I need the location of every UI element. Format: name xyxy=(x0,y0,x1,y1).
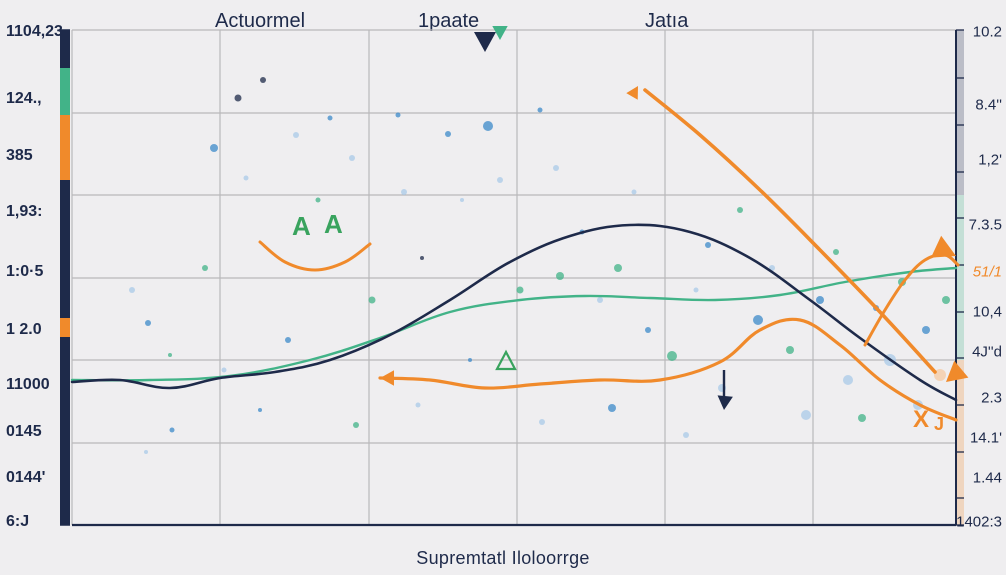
scatter-points xyxy=(129,77,950,454)
y-right-tick-6: 4J''d xyxy=(972,344,1002,361)
y-right-tick-8: 14.1' xyxy=(970,430,1002,447)
marker-label-3: X xyxy=(913,406,929,434)
y-left-tick-1: 124., xyxy=(6,90,42,108)
chart-stage: Actuormel 1paate Jatıa Supremtatl Iloloo… xyxy=(0,0,1006,575)
y-right-tick-5: 10,4 xyxy=(973,304,1002,321)
marker-label-0: A xyxy=(292,211,311,242)
grid xyxy=(72,30,956,525)
chart-svg xyxy=(0,0,1006,575)
y-right-tick-4: 51/1 xyxy=(973,264,1002,281)
y-right-tick-10: 1402:3 xyxy=(956,514,1002,531)
y-left-tick-2: 385 xyxy=(6,147,33,165)
y-left-tick-6: 11000 xyxy=(6,376,50,394)
left-axis-ticks xyxy=(60,30,70,525)
right-axis-bar xyxy=(956,30,964,525)
marker-label-1: A xyxy=(324,209,343,240)
y-right-tick-7: 2.3 xyxy=(981,390,1002,407)
y-left-tick-4: 1:0·5 xyxy=(6,263,43,281)
y-left-tick-5: 1 2.0 xyxy=(6,321,42,339)
y-right-tick-1: 8.4'' xyxy=(975,97,1002,114)
marker-label-4: J xyxy=(934,414,944,435)
y-right-tick-0: 10.2 xyxy=(973,24,1002,41)
y-left-tick-8: 0144' xyxy=(6,469,45,487)
y-left-tick-9: 6:J xyxy=(6,513,29,531)
y-right-tick-3: 7.3.5 xyxy=(969,217,1002,234)
y-left-tick-7: 0145 xyxy=(6,423,42,441)
y-right-tick-9: 1.44 xyxy=(973,470,1002,487)
y-left-tick-3: 1,93: xyxy=(6,203,42,221)
curves xyxy=(72,90,958,420)
y-right-tick-2: 1,2' xyxy=(978,152,1002,169)
y-left-tick-0: 1104,23 xyxy=(6,23,63,41)
